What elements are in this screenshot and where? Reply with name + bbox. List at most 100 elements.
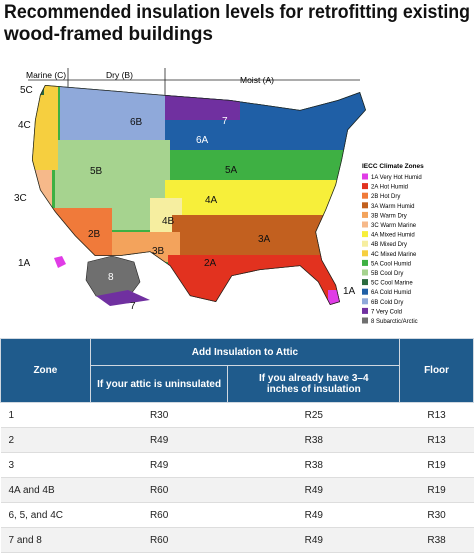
legend-label: 5C Cool Marine bbox=[371, 281, 413, 287]
table-cell: R30 bbox=[90, 402, 228, 428]
infographic: Recommended insulation levels for retrof… bbox=[3, 2, 470, 325]
table-cell: 3 bbox=[0, 452, 91, 478]
table-cell: R60 bbox=[90, 477, 228, 503]
legend-label: 4A Mixed Humid bbox=[371, 233, 415, 239]
table-row: 4A and 4B R60 R49 R19 bbox=[0, 477, 474, 503]
insulation-table: Zone Add Insulation to Attic Floor If yo… bbox=[0, 338, 474, 553]
table-cell: R13 bbox=[399, 427, 474, 453]
legend-swatch bbox=[362, 298, 368, 305]
legend-swatch bbox=[362, 221, 368, 228]
legend-swatch bbox=[362, 307, 368, 314]
zone-label: 5C bbox=[20, 85, 33, 96]
zone-label: 1A bbox=[343, 286, 356, 297]
legend-label: 6A Cold Humid bbox=[371, 290, 411, 296]
table-row: 6, 5, and 4C R60 R49 R30 bbox=[0, 502, 474, 528]
zone-label: 3C bbox=[14, 193, 27, 204]
zone-label: 5B bbox=[90, 166, 103, 177]
title-line: wood-framed buildings bbox=[3, 24, 213, 45]
header-cell: If you already have 3–4 inches of insula… bbox=[227, 365, 401, 403]
legend-swatch bbox=[362, 288, 368, 295]
legend-swatch bbox=[362, 279, 368, 286]
zone-label: 3B bbox=[152, 246, 165, 257]
legend-swatch bbox=[362, 240, 368, 247]
zone-label: 4A bbox=[205, 195, 218, 206]
hawaii bbox=[54, 256, 66, 268]
table-cell: R25 bbox=[227, 402, 400, 428]
table-cell: R38 bbox=[399, 527, 474, 553]
legend-swatch bbox=[362, 269, 368, 276]
zone-label: 8 bbox=[108, 272, 114, 283]
table-cell: 1 bbox=[0, 402, 91, 428]
legend-label: 6B Cold Dry bbox=[371, 300, 403, 306]
zone-label: 6A bbox=[196, 135, 209, 146]
table-body: 1 R30 R25 R13 2 R49 R38 R13 3 R49 R38 R19 4A and 4B R… bbox=[0, 402, 474, 553]
header-cell: If your attic is uninsulated bbox=[89, 365, 229, 403]
zone-label: 4C bbox=[18, 120, 31, 131]
zone-label: 2B bbox=[88, 229, 101, 240]
table-row: 1 R30 R25 R13 bbox=[0, 402, 474, 428]
table-cell: 7 and 8 bbox=[0, 527, 91, 553]
table-cell: R49 bbox=[90, 427, 228, 453]
zone-label: 7 bbox=[222, 116, 228, 127]
legend-swatch bbox=[362, 183, 368, 190]
table-cell: R38 bbox=[227, 452, 400, 478]
table-cell: R49 bbox=[90, 452, 228, 478]
header-cell: Zone bbox=[0, 338, 91, 403]
legend-swatch bbox=[362, 173, 368, 180]
table-cell: R19 bbox=[399, 477, 474, 503]
legend-swatch bbox=[362, 202, 368, 209]
table-cell: R30 bbox=[399, 502, 474, 528]
legend-swatch bbox=[362, 250, 368, 257]
table-cell: R49 bbox=[227, 477, 400, 503]
table-cell: R13 bbox=[399, 402, 474, 428]
legend: IECC Climate Zones 1A Very Hot Humid 2A H… bbox=[362, 163, 424, 325]
table-cell: R60 bbox=[90, 527, 228, 553]
region-label: Moist (A) bbox=[240, 75, 274, 85]
zone-label: 1A bbox=[18, 258, 31, 269]
table-row: 3 R49 R38 R19 bbox=[0, 452, 474, 478]
zone-label: 3A bbox=[258, 234, 271, 245]
table-cell: 6, 5, and 4C bbox=[0, 502, 91, 528]
table-cell: R49 bbox=[227, 502, 400, 528]
table-cell: R19 bbox=[399, 452, 474, 478]
legend-label: 4C Mixed Marine bbox=[371, 252, 417, 258]
legend-swatch bbox=[362, 211, 368, 218]
header-cell: Add Insulation to Attic bbox=[89, 338, 401, 366]
legend-label: 3B Warm Dry bbox=[371, 213, 407, 219]
table-cell: R38 bbox=[227, 427, 400, 453]
legend-label: 7 Very Cold bbox=[371, 309, 402, 315]
header-cell: Floor bbox=[399, 338, 474, 403]
zone-labels: 5C 4C 3C 6B 7 6A 5B 5A 4A 4B 2B 3B 3A 2A… bbox=[14, 85, 356, 312]
legend-label: 3C Warm Marine bbox=[371, 223, 417, 229]
region-label: Marine (C) bbox=[26, 70, 66, 80]
legend-label: 4B Mixed Dry bbox=[371, 242, 407, 248]
alaska-south bbox=[96, 290, 150, 306]
zone-label: 2A bbox=[204, 258, 217, 269]
legend-title: IECC Climate Zones bbox=[362, 163, 424, 170]
us-map bbox=[32, 85, 366, 305]
region-label: Dry (B) bbox=[106, 70, 133, 80]
table-cell: R60 bbox=[90, 502, 228, 528]
legend-swatch bbox=[362, 317, 368, 324]
legend-label: 1A Very Hot Humid bbox=[371, 175, 422, 181]
table-cell: R49 bbox=[227, 527, 400, 553]
legend-label: 5A Cool Humid bbox=[371, 261, 411, 267]
legend-label: 8 Subarctic/Arctic bbox=[371, 319, 418, 325]
zone-label: 4B bbox=[162, 216, 175, 227]
legend-swatch bbox=[362, 231, 368, 238]
legend-swatch bbox=[362, 192, 368, 199]
legend-label: 5B Cool Dry bbox=[371, 271, 403, 277]
zone-label: 7 bbox=[130, 301, 136, 312]
legend-label: 2A Hot Humid bbox=[371, 185, 408, 191]
zone-label: 6B bbox=[130, 117, 143, 128]
zone-label: 5A bbox=[225, 165, 238, 176]
title-line: Recommended insulation levels for retrof… bbox=[4, 2, 470, 23]
table-cell: 2 bbox=[0, 427, 91, 453]
table-cell: 4A and 4B bbox=[0, 477, 91, 503]
legend-swatch bbox=[362, 259, 368, 266]
legend-label: 3A Warm Humid bbox=[371, 204, 414, 210]
legend-label: 2B Hot Dry bbox=[371, 194, 400, 200]
table-row: 2 R49 R38 R13 bbox=[0, 427, 474, 453]
table-row: 7 and 8 R60 R49 R38 bbox=[0, 527, 474, 553]
